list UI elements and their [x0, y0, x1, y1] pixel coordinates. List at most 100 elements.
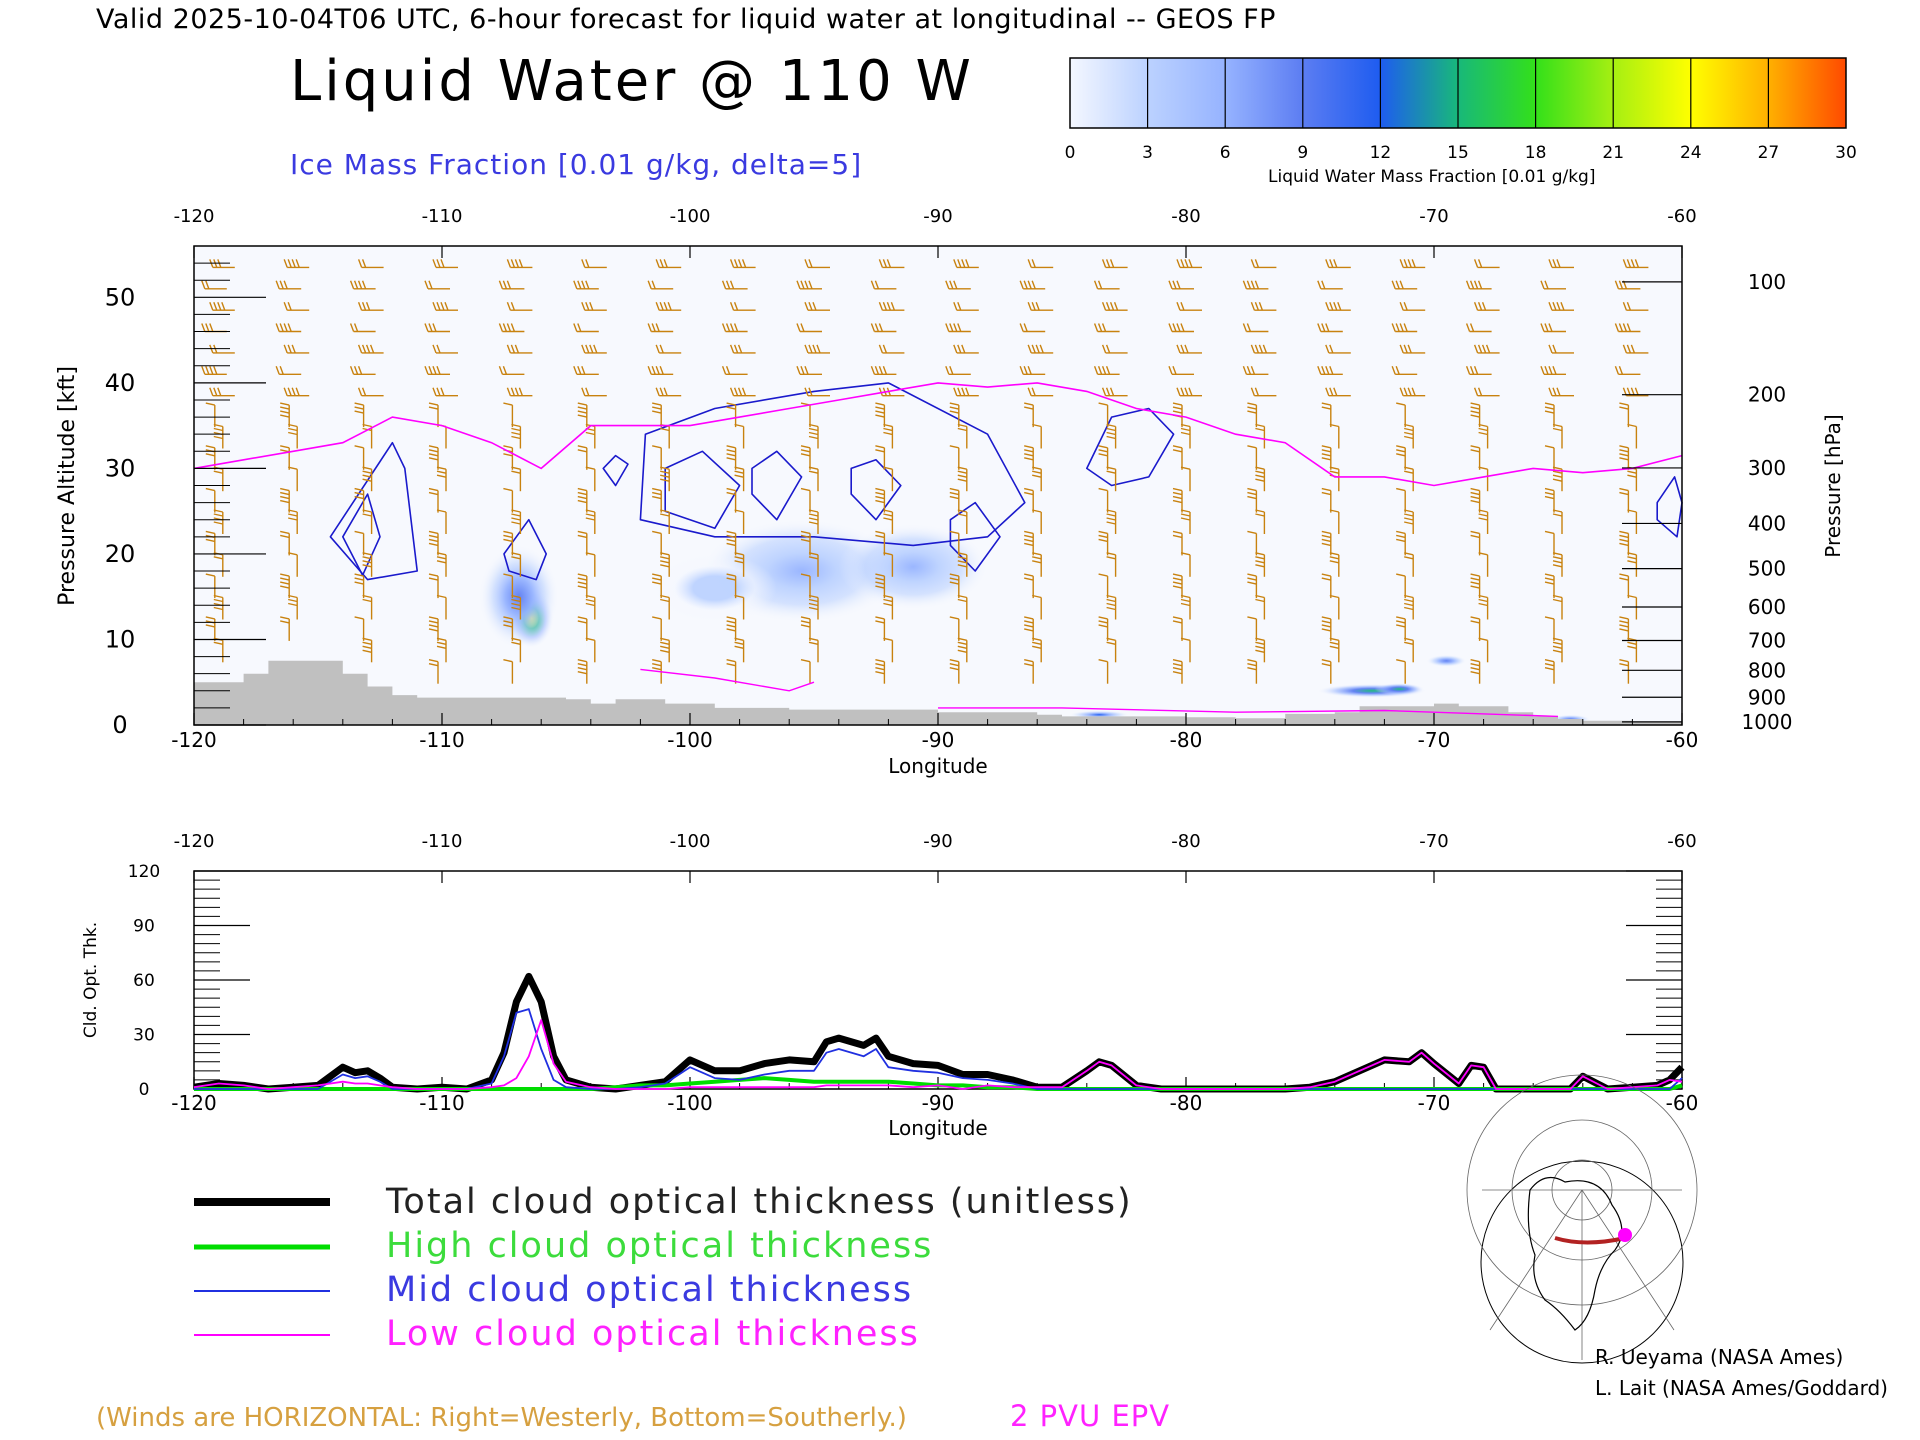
colorbar-tick-label: 18 [1525, 143, 1547, 163]
wind-barb [1470, 616, 1481, 641]
upper-panel: -120 -120 -110 -110 -100 -100 -90 -90 -80 -80 -70 -… [55, 206, 1845, 778]
colorbar-tick-label: 30 [1835, 143, 1857, 163]
wind-barb [1176, 259, 1202, 269]
wind-barb [870, 280, 897, 290]
wind-barb [945, 280, 971, 290]
wind-barb [201, 280, 227, 290]
wind-barb [1317, 323, 1343, 333]
wind-barb [432, 259, 458, 269]
upper-y-tick-label: 50 [105, 283, 136, 311]
wind-barb [796, 280, 822, 290]
wind-barb [1465, 280, 1492, 290]
wind-barb [878, 301, 905, 311]
wind-barb [503, 659, 514, 684]
epv-fragment [640, 668, 815, 692]
lower-axes: -120 -120 -110 -110 -100 -100 -90 -90 -80 -80 -70 -… [128, 831, 1699, 1115]
wind-barb [283, 259, 310, 269]
lower-x-tick-label: -90 [922, 1091, 955, 1115]
wind-barb [870, 366, 897, 375]
wind-barb [498, 366, 525, 375]
wind-barb [1024, 487, 1034, 513]
lower-x-tick-label: -70 [1418, 1091, 1451, 1115]
colorbar-tick-label: 27 [1758, 143, 1780, 163]
wind-barb [1540, 366, 1566, 375]
wind-barb [428, 530, 439, 556]
wind-barb [729, 259, 756, 269]
ice-contour [751, 450, 803, 521]
wind-barb [1619, 573, 1630, 599]
wind-barb [354, 402, 365, 428]
wind-barb [1473, 259, 1500, 269]
wind-barb [949, 659, 960, 684]
wind-barb [280, 402, 290, 428]
wind-barb [726, 402, 737, 428]
credit-ueyama: R. Ueyama (NASA Ames) [1595, 1345, 1843, 1369]
wind-barb [1172, 487, 1183, 513]
wind-barb [1399, 344, 1426, 354]
wind-barb [655, 259, 682, 269]
locator-land-outline [1527, 1176, 1623, 1331]
wind-barb [1024, 573, 1034, 599]
wind-barb [726, 616, 737, 641]
wind-barb [577, 616, 588, 641]
wind-barb [1101, 259, 1128, 269]
wind-barb [498, 280, 525, 290]
upper-x-top-label: -70 [1419, 206, 1448, 227]
pressure-tick-label: 400 [1748, 511, 1786, 535]
wind-barb [354, 487, 365, 513]
lower-x-tick-label: -110 [419, 1091, 464, 1115]
lower-x-tick-label: -60 [1666, 1091, 1699, 1115]
lower-x-tick-label: -100 [667, 1091, 712, 1115]
wind-barb [1544, 659, 1555, 684]
wind-barb [1101, 344, 1128, 354]
wind-barb [804, 301, 830, 311]
wind-barb [1622, 301, 1649, 311]
wind-barb [1172, 616, 1183, 641]
wind-barb [577, 530, 588, 556]
wind-barb [1396, 402, 1406, 428]
wind-barb [1548, 344, 1574, 354]
pressure-tick-label: 500 [1748, 557, 1786, 581]
wind-barb [949, 402, 960, 428]
wind-barb [1024, 659, 1034, 684]
lower-ylabel: Cld. Opt. Thk. [81, 922, 101, 1038]
wind-barb [1168, 366, 1194, 375]
wind-barb [729, 301, 756, 311]
wind-barb [804, 344, 830, 354]
lower-x-top-label: -60 [1667, 831, 1696, 852]
pressure-tick-label: 300 [1748, 456, 1786, 480]
upper-ylabel-left: Pressure Altitude [kft] [55, 366, 80, 606]
wind-barb [652, 659, 662, 684]
locator-cross-section-line [1554, 1236, 1626, 1245]
wind-barb [1255, 466, 1266, 492]
wind-barb [1027, 344, 1054, 354]
wind-barb [432, 344, 458, 354]
wind-barb [503, 402, 514, 428]
lower-plot-frame [193, 870, 1683, 1090]
wind-barb [647, 280, 674, 290]
wind-barb [1321, 402, 1332, 428]
wind-barb [726, 573, 737, 599]
wind-barb [953, 301, 979, 311]
wind-barb [280, 616, 290, 641]
wind-barb [1247, 616, 1258, 641]
wind-barb [1098, 530, 1109, 556]
wind-barb [573, 280, 599, 290]
upper-y-tick-label: 0 [112, 711, 127, 739]
wind-barb [1396, 616, 1406, 641]
colorbar-tick-label: 3 [1142, 143, 1153, 163]
wind-barb [652, 487, 662, 513]
wind-barb [945, 366, 971, 375]
wind-barb [280, 487, 290, 513]
wind-barb [280, 530, 290, 556]
wind-barb [1024, 402, 1034, 428]
wind-barb [1391, 280, 1418, 290]
lower-y-tick-label: 90 [133, 917, 155, 937]
wind-barb [655, 344, 682, 354]
wind-barb [1176, 344, 1202, 354]
wind-barb [354, 530, 365, 556]
wind-barb [949, 487, 960, 513]
wind-barb [1098, 616, 1109, 641]
liquid-water-blob [1426, 654, 1467, 667]
